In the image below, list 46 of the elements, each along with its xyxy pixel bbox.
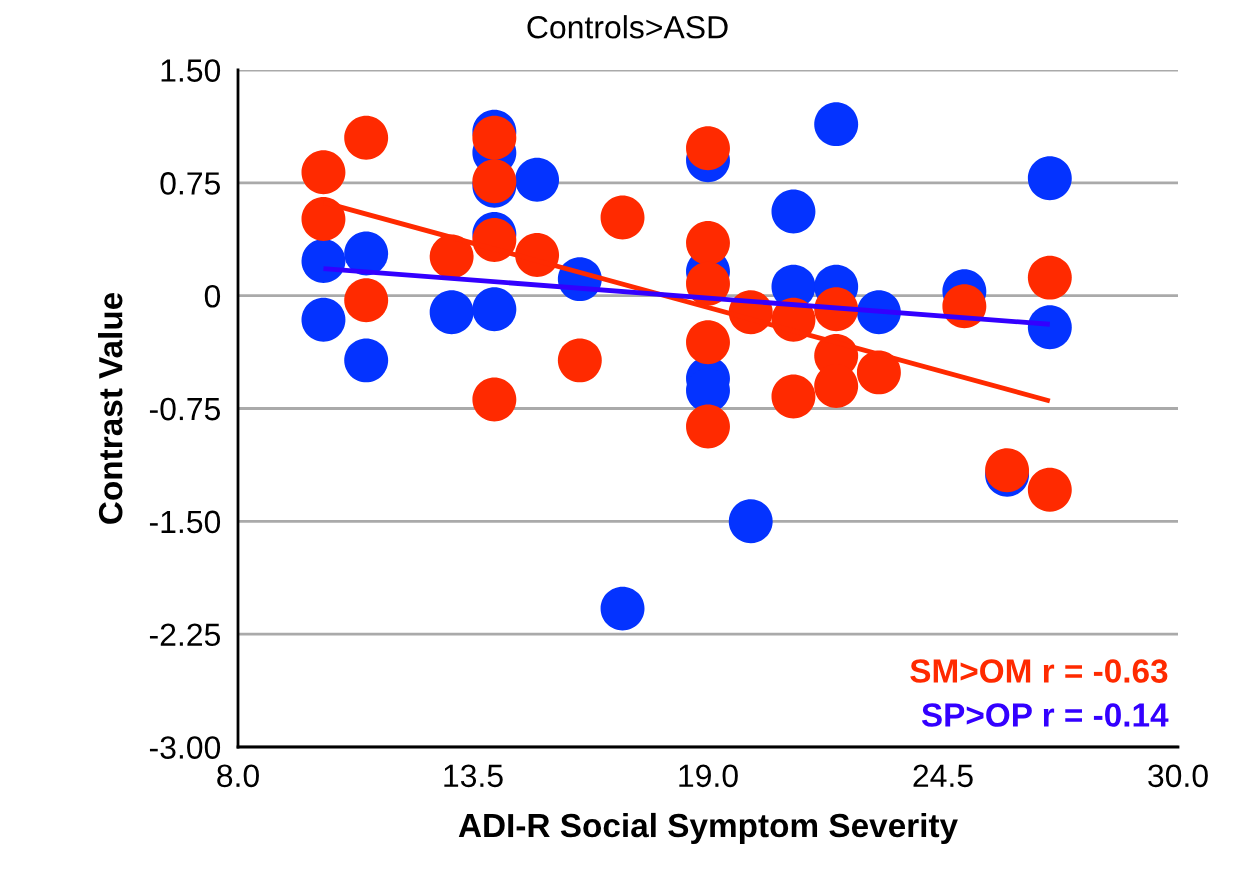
- point: [344, 338, 389, 383]
- point: [301, 297, 346, 342]
- x-axis-title: ADI-R Social Symptom Severity: [458, 812, 958, 844]
- point: [600, 195, 645, 240]
- point: [771, 189, 816, 234]
- point: [515, 157, 560, 202]
- point: [344, 278, 389, 323]
- point: [301, 196, 346, 241]
- point: [771, 374, 816, 419]
- y-axis-title: Contrast Value: [98, 292, 123, 524]
- point: [472, 287, 517, 332]
- y-tick-label: -1.50: [149, 510, 221, 534]
- x-tick-label: 24.5: [913, 764, 973, 788]
- point: [344, 115, 389, 160]
- point: [1027, 467, 1072, 512]
- y-tick-label: 0.75: [160, 172, 220, 195]
- point: [686, 221, 730, 265]
- point: [600, 586, 645, 631]
- point: [301, 150, 346, 195]
- x-tick-label: 13.5: [444, 764, 503, 788]
- point: [1027, 255, 1072, 300]
- point: [301, 239, 346, 284]
- point: [472, 377, 517, 422]
- annotation: SP>OP r = -0.14: [921, 703, 1169, 727]
- point: [1027, 305, 1072, 350]
- point: [429, 290, 474, 335]
- point: [728, 499, 773, 544]
- point: [472, 115, 517, 160]
- point: [557, 338, 602, 383]
- y-tick-label: -2.25: [149, 623, 220, 647]
- y-tick-label: 1.50: [161, 59, 221, 82]
- y-tick-label: 0: [204, 284, 221, 308]
- point: [686, 320, 730, 365]
- y-tick-label: -0.75: [149, 397, 220, 421]
- point: [1027, 156, 1072, 201]
- x-tick-label: 19.0: [679, 764, 738, 788]
- point: [814, 102, 859, 147]
- x-tick-label: 30.0: [1148, 764, 1208, 788]
- point: [856, 350, 901, 395]
- x-tick-label: 8.0: [217, 764, 259, 788]
- point: [686, 126, 730, 171]
- annotation: SM>OM r = -0.63: [910, 659, 1168, 683]
- point: [686, 404, 730, 449]
- chart-title: Controls>ASD: [527, 15, 728, 39]
- y-tick-label: -3.00: [149, 736, 221, 759]
- point: [344, 231, 389, 276]
